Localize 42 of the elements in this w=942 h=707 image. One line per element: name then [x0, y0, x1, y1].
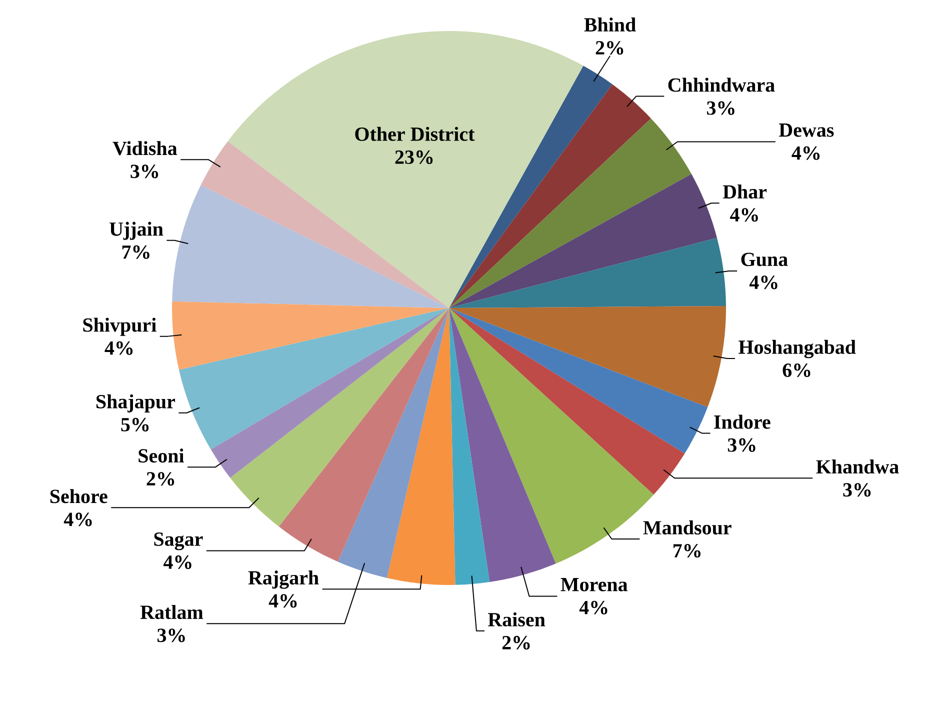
slice-label: Shajapur	[96, 394, 176, 412]
data-label: 4%	[579, 600, 608, 614]
slice-label: Other District	[355, 126, 475, 141]
slice-label: Sehore	[50, 489, 108, 504]
slice-label: Bhind	[584, 18, 636, 32]
slice-label: Khandwa	[816, 460, 899, 474]
slice-label: Ratlam	[140, 605, 204, 620]
data-label: 4%	[104, 341, 133, 355]
data-label: 3%	[157, 628, 185, 642]
slice-label: Chhindwara	[668, 78, 775, 92]
data-label: 4%	[749, 276, 778, 290]
slice-label: Vidisha	[112, 141, 178, 156]
slice-label: Morena	[560, 578, 628, 592]
slice-label: Hoshangabad	[738, 340, 856, 358]
data-label: 4%	[268, 594, 297, 608]
slice-label: Mandsour	[643, 520, 732, 535]
data-label: 3%	[706, 101, 734, 115]
data-label: 5%	[121, 418, 149, 432]
slice-label: Seoni	[138, 448, 184, 463]
slice-label: Raisen	[488, 612, 546, 626]
slice-label: Shivpuri	[83, 318, 156, 336]
data-label: 2%	[146, 472, 174, 486]
data-label: 2%	[502, 636, 530, 650]
data-label: 7%	[122, 245, 150, 259]
data-label: 3%	[728, 438, 756, 452]
data-label: 3%	[843, 483, 871, 497]
slice-label: Dewas	[778, 124, 834, 137]
slice-label: Ujjain	[110, 222, 164, 240]
slice-label: Indore	[714, 414, 770, 429]
slice-label: Sagar	[154, 532, 203, 550]
data-label: 4%	[64, 512, 92, 526]
slice-label: Guna	[741, 252, 788, 266]
slice-label: Rajgarh	[248, 570, 319, 589]
data-label: 4%	[163, 555, 192, 569]
data-label: 3%	[130, 164, 158, 178]
data-label: 23%	[395, 150, 433, 164]
data-label: 6%	[782, 363, 810, 378]
data-label: 2%	[596, 41, 624, 55]
data-label: 7%	[674, 544, 700, 558]
data-label: 4%	[730, 208, 758, 222]
slice-label: Dhar	[722, 184, 767, 199]
data-label: 4%	[792, 146, 820, 160]
